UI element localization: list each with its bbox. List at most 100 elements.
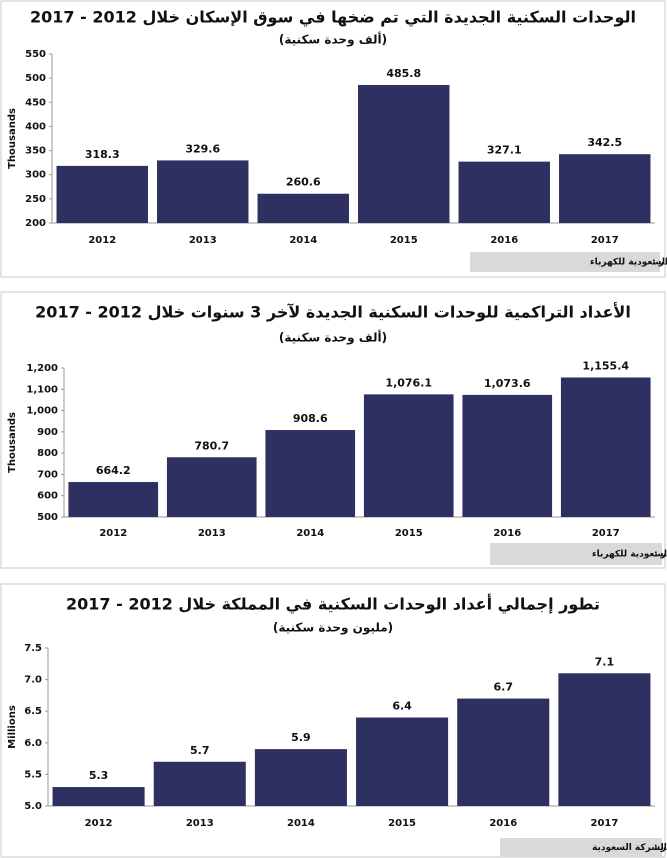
y-tick-label: 800 — [37, 448, 58, 459]
chart-subtitle: (ألف وحدة سكنية) — [279, 32, 387, 48]
y-tick-label: 700 — [37, 469, 58, 480]
value-label: 318.3 — [85, 148, 120, 161]
x-tick-label: 2017 — [592, 528, 620, 539]
bar — [559, 154, 651, 223]
value-label: 1,155.4 — [582, 359, 629, 372]
y-tick-label: 350 — [25, 146, 46, 157]
chart-panel: تطور إجمالي أعداد الوحدات السكنية في الم… — [0, 583, 667, 858]
x-tick-label: 2016 — [493, 528, 521, 539]
x-tick-label: 2014 — [289, 235, 317, 246]
value-label: 5.7 — [190, 744, 210, 757]
y-tick-label: 5.0 — [24, 801, 42, 812]
panel-frame — [0, 583, 666, 858]
x-tick-label: 2015 — [395, 528, 423, 539]
source-text: الشركة السعودية للكهرباء — [590, 258, 667, 268]
x-tick-label: 2016 — [489, 818, 517, 829]
panel-frame — [0, 0, 666, 278]
value-label: 7.1 — [595, 655, 615, 668]
source-box — [490, 543, 662, 565]
value-label: 260.6 — [286, 176, 321, 189]
value-label: 5.9 — [291, 731, 311, 744]
chart-panel: الوحدات السكنية الجديدة التي تم ضخها في … — [0, 0, 667, 278]
bar — [558, 673, 651, 806]
value-label: 1,076.1 — [385, 376, 432, 389]
x-tick-label: 2012 — [99, 528, 127, 539]
bar — [166, 457, 257, 517]
value-label: 1,073.6 — [484, 377, 531, 390]
x-tick-label: 2017 — [591, 235, 619, 246]
y-tick-label: 550 — [25, 49, 46, 60]
bar — [356, 717, 449, 806]
x-tick-label: 2015 — [390, 235, 418, 246]
bar — [560, 377, 651, 517]
source-box — [500, 838, 662, 857]
y-tick-label: 250 — [25, 194, 46, 205]
x-tick-label: 2016 — [490, 235, 518, 246]
source-label: المصدر : — [654, 550, 667, 560]
value-label: 664.2 — [96, 464, 131, 477]
y-tick-label: 300 — [25, 170, 46, 181]
x-tick-label: 2013 — [189, 235, 217, 246]
y-tick-label: 900 — [37, 427, 58, 438]
y-tick-label: 500 — [37, 512, 58, 523]
x-tick-label: 2017 — [590, 818, 618, 829]
x-tick-label: 2014 — [296, 528, 324, 539]
bar — [56, 165, 148, 223]
y-tick-label: 500 — [25, 73, 46, 84]
y-tick-label: 1,200 — [26, 363, 58, 374]
bar — [153, 761, 246, 806]
value-label: 908.6 — [293, 412, 328, 425]
y-tick-label: 450 — [25, 97, 46, 108]
bar — [358, 84, 450, 224]
value-label: 485.8 — [386, 67, 421, 80]
y-tick-label: 7.5 — [24, 643, 42, 654]
bar — [68, 482, 159, 517]
bar — [458, 161, 550, 223]
value-label: 327.1 — [487, 144, 522, 157]
source-text: الشركة السعودية للكهرباء — [592, 550, 667, 560]
chart-title: تطور إجمالي أعداد الوحدات السكنية في الم… — [66, 594, 600, 615]
bar — [363, 394, 454, 517]
value-label: 342.5 — [587, 136, 622, 149]
bar — [257, 193, 349, 223]
x-tick-label: 2012 — [88, 235, 116, 246]
source-label: المصدر : — [652, 258, 667, 268]
value-label: 6.4 — [392, 700, 412, 713]
source-text: الشركة السعودية — [592, 843, 667, 853]
x-tick-label: 2013 — [186, 818, 214, 829]
y-axis-label: Thousands — [7, 412, 18, 473]
value-label: 329.6 — [185, 142, 220, 155]
chart-subtitle: (ألف وحدة سكنية) — [279, 330, 387, 346]
y-tick-label: 5.5 — [24, 769, 42, 780]
bar — [254, 749, 347, 806]
x-tick-label: 2015 — [388, 818, 416, 829]
y-tick-label: 6.5 — [24, 706, 42, 717]
y-tick-label: 6.0 — [24, 738, 42, 749]
chart-title: الوحدات السكنية الجديدة التي تم ضخها في … — [30, 8, 636, 28]
y-tick-label: 1,000 — [26, 406, 58, 417]
chart-title: الأعداد التراكمية للوحدات السكنية الجديد… — [35, 303, 631, 322]
source-label: المصدر : — [654, 843, 667, 853]
y-tick-label: 400 — [25, 121, 46, 132]
y-tick-label: 1,100 — [26, 384, 58, 395]
bar — [157, 160, 249, 223]
x-tick-label: 2012 — [85, 818, 113, 829]
y-axis-label: Thousands — [7, 108, 18, 169]
value-label: 780.7 — [194, 439, 229, 452]
bar — [462, 394, 553, 517]
panel-frame — [0, 291, 666, 569]
chart-subtitle: (مليون وحدة سكنية) — [273, 621, 393, 636]
x-tick-label: 2014 — [287, 818, 315, 829]
bar — [457, 698, 550, 806]
source-box — [470, 252, 660, 272]
y-tick-label: 7.0 — [24, 675, 42, 686]
y-tick-label: 200 — [25, 218, 46, 229]
y-axis-label: Millions — [7, 705, 18, 749]
y-tick-label: 600 — [37, 491, 58, 502]
value-label: 5.3 — [89, 769, 109, 782]
x-tick-label: 2013 — [198, 528, 226, 539]
value-label: 6.7 — [494, 681, 514, 694]
bar — [265, 430, 356, 517]
